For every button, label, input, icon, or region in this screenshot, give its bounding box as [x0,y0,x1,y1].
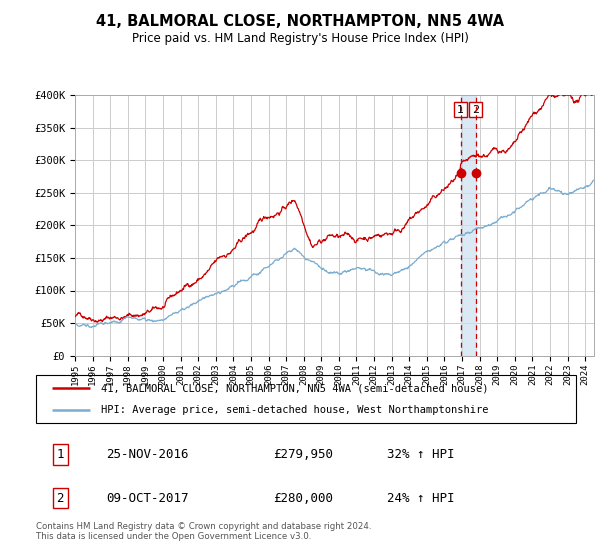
Text: HPI: Average price, semi-detached house, West Northamptonshire: HPI: Average price, semi-detached house,… [101,405,488,415]
Text: 24% ↑ HPI: 24% ↑ HPI [387,492,455,505]
Text: 32% ↑ HPI: 32% ↑ HPI [387,448,455,461]
Text: 1: 1 [56,448,64,461]
Text: Price paid vs. HM Land Registry's House Price Index (HPI): Price paid vs. HM Land Registry's House … [131,32,469,45]
Text: Contains HM Land Registry data © Crown copyright and database right 2024.
This d: Contains HM Land Registry data © Crown c… [36,522,371,542]
Bar [461,95,476,356]
Text: £280,000: £280,000 [274,492,334,505]
Text: 25-NOV-2016: 25-NOV-2016 [106,448,188,461]
Text: £279,950: £279,950 [274,448,334,461]
Text: 41, BALMORAL CLOSE, NORTHAMPTON, NN5 4WA (semi-detached house): 41, BALMORAL CLOSE, NORTHAMPTON, NN5 4WA… [101,383,488,393]
Text: 41, BALMORAL CLOSE, NORTHAMPTON, NN5 4WA: 41, BALMORAL CLOSE, NORTHAMPTON, NN5 4WA [96,14,504,29]
Text: 09-OCT-2017: 09-OCT-2017 [106,492,188,505]
Text: 1: 1 [457,105,464,115]
Text: 2: 2 [56,492,64,505]
Text: 2: 2 [472,105,479,115]
